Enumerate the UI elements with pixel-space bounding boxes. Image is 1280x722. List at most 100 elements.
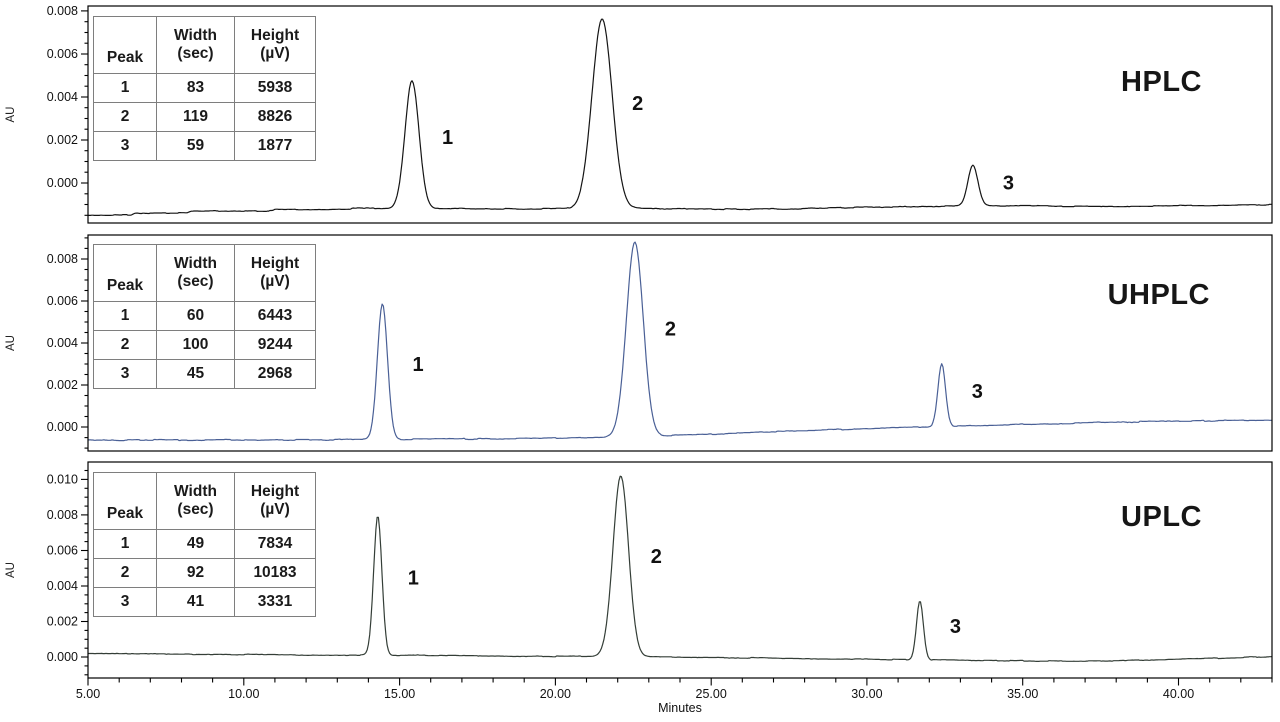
height-cell: 9244	[234, 330, 316, 360]
table-row: 2 100 9244	[93, 330, 316, 360]
table-row: 2 92 10183	[93, 558, 316, 588]
peak-cell: 2	[93, 330, 157, 360]
x-tick-label: 15.00	[384, 687, 415, 701]
y-tick-label: 0.002	[47, 615, 78, 629]
width-cell: 45	[156, 359, 235, 389]
y-tick-label: 0.006	[47, 543, 78, 557]
height-cell: 6443	[234, 301, 316, 331]
width-cell: 119	[156, 102, 235, 132]
peak-number-label: 1	[408, 568, 419, 590]
x-tick-label: 5.00	[76, 687, 100, 701]
y-tick-label: 0.000	[47, 650, 78, 664]
width-cell: 59	[156, 131, 235, 161]
height-cell: 1877	[234, 131, 316, 161]
y-tick-label: 0.006	[47, 47, 78, 61]
height-cell: 8826	[234, 102, 316, 132]
col-header-height: Height (µV)	[234, 472, 316, 530]
peak-cell: 3	[93, 131, 157, 161]
hplc-panel-frame	[87, 5, 1273, 224]
uhplc-title: UHPLC	[1107, 279, 1210, 311]
peak-cell: 1	[93, 73, 157, 103]
uplc-peak-table: Peak Width (sec) Height (µV) 1 49 7834 2…	[93, 472, 316, 617]
x-tick-label: 20.00	[540, 687, 571, 701]
y-tick-label: 0.006	[47, 294, 78, 308]
peak-number-label: 1	[442, 127, 453, 149]
height-cell: 2968	[234, 359, 316, 389]
col-header-width-line2: (sec)	[177, 501, 214, 518]
col-header-height-line2: (µV)	[260, 45, 290, 62]
height-cell: 5938	[234, 73, 316, 103]
peak-number-label: 2	[665, 319, 676, 341]
col-header-height-line1: Height	[250, 26, 300, 44]
y-tick-label: 0.000	[47, 420, 78, 434]
x-tick-label: 30.00	[851, 687, 882, 701]
x-tick-label: 10.00	[228, 687, 259, 701]
col-header-height-line2: (µV)	[260, 501, 290, 518]
y-tick-label: 0.010	[47, 472, 78, 486]
col-header-width: Width (sec)	[156, 16, 235, 74]
table-row: 2 119 8826	[93, 102, 316, 132]
y-axis-title: AU	[5, 335, 17, 351]
width-cell: 49	[156, 529, 235, 559]
peak-number-label: 3	[972, 381, 983, 403]
peak-cell: 3	[93, 359, 157, 389]
col-header-height-line1: Height	[250, 254, 300, 272]
col-header-peak: Peak	[93, 16, 157, 74]
col-header-width: Width (sec)	[156, 244, 235, 302]
uplc-trace	[88, 475, 1272, 662]
col-header-height-line2: (µV)	[260, 273, 290, 290]
hplc-title: HPLC	[1121, 66, 1202, 98]
peak-cell: 2	[93, 102, 157, 132]
y-tick-label: 0.004	[47, 336, 78, 350]
uhplc-trace	[88, 241, 1272, 442]
col-header-height: Height (µV)	[234, 244, 316, 302]
y-tick-label: 0.000	[47, 176, 78, 190]
y-tick-label: 0.002	[47, 378, 78, 392]
y-tick-label: 0.008	[47, 508, 78, 522]
width-cell: 41	[156, 587, 235, 617]
peak-number-label: 1	[412, 354, 423, 376]
table-row: 1 83 5938	[93, 73, 316, 103]
height-cell: 10183	[234, 558, 316, 588]
width-cell: 100	[156, 330, 235, 360]
table-row: 3 45 2968	[93, 359, 316, 389]
col-header-height-line1: Height	[250, 482, 300, 500]
col-header-width: Width (sec)	[156, 472, 235, 530]
peak-cell: 1	[93, 301, 157, 331]
y-axis-title: AU	[5, 107, 17, 123]
peak-cell: 3	[93, 587, 157, 617]
uplc-title: UPLC	[1121, 501, 1202, 533]
peak-cell: 1	[93, 529, 157, 559]
y-tick-label: 0.004	[47, 579, 78, 593]
peak-number-label: 2	[651, 546, 662, 568]
y-tick-label: 0.008	[47, 252, 78, 266]
x-tick-label: 35.00	[1007, 687, 1038, 701]
y-tick-label: 0.008	[47, 4, 78, 18]
table-row: 1 49 7834	[93, 529, 316, 559]
height-cell: 7834	[234, 529, 316, 559]
x-axis-title: Minutes	[658, 701, 702, 715]
table-row: 1 60 6443	[93, 301, 316, 331]
hplc-trace	[88, 18, 1272, 216]
height-cell: 3331	[234, 587, 316, 617]
width-cell: 92	[156, 558, 235, 588]
peak-number-label: 3	[950, 616, 961, 638]
peak-cell: 2	[93, 558, 157, 588]
col-header-height: Height (µV)	[234, 16, 316, 74]
col-header-width-line2: (sec)	[177, 273, 214, 290]
y-tick-label: 0.002	[47, 133, 78, 147]
col-header-width-line1: Width	[174, 254, 217, 272]
col-header-peak: Peak	[93, 472, 157, 530]
col-header-width-line1: Width	[174, 26, 217, 44]
col-header-width-line2: (sec)	[177, 45, 214, 62]
width-cell: 83	[156, 73, 235, 103]
table-row: 3 41 3331	[93, 587, 316, 617]
peak-number-label: 2	[632, 93, 643, 115]
col-header-peak: Peak	[93, 244, 157, 302]
col-header-width-line1: Width	[174, 482, 217, 500]
y-axis-title: AU	[5, 562, 17, 578]
y-tick-label: 0.004	[47, 90, 78, 104]
peak-number-label: 3	[1003, 173, 1014, 195]
